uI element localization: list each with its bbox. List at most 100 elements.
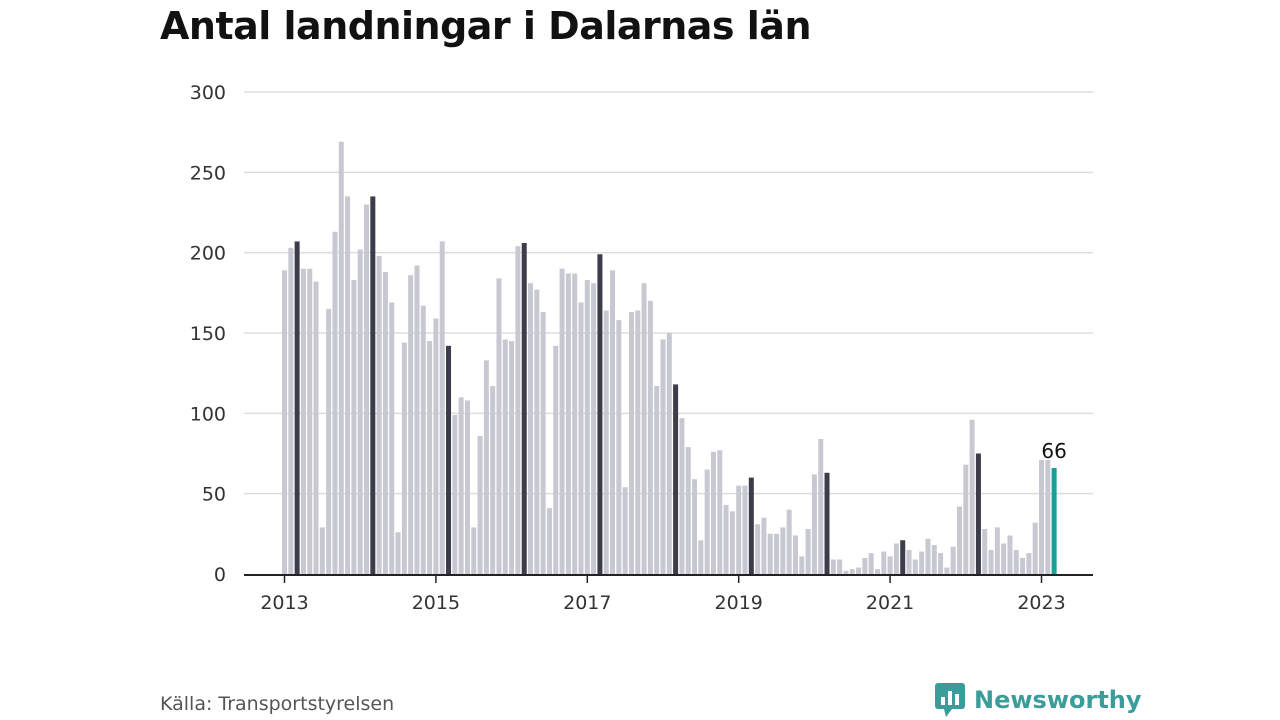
bar: [950, 546, 956, 574]
bar: [641, 283, 647, 574]
bar: [742, 485, 748, 574]
bar: [887, 556, 893, 574]
bar: [856, 567, 862, 574]
bar: [975, 453, 981, 574]
brand-logo[interactable]: Newsworthy: [934, 682, 1142, 718]
x-tick-label: 2015: [412, 592, 460, 614]
bar: [628, 312, 634, 574]
bar: [345, 196, 351, 574]
source-note: Källa: Transportstyrelsen: [160, 693, 395, 715]
y-tick-label: 0: [214, 564, 226, 586]
bar: [433, 318, 439, 574]
bar: [288, 247, 294, 574]
bar: [477, 435, 483, 574]
bar: [464, 400, 470, 574]
bar: [534, 289, 540, 574]
bar: [963, 464, 969, 574]
bar: [666, 333, 672, 574]
bar: [919, 551, 925, 574]
bar: [364, 204, 370, 574]
bar: [900, 540, 906, 574]
brand-name: Newsworthy: [974, 686, 1142, 714]
x-tick-label: 2023: [1017, 592, 1065, 614]
bar: [452, 414, 458, 574]
x-tick-label: 2017: [563, 592, 611, 614]
highlight-value-label: 66: [1041, 439, 1066, 463]
bar: [1001, 543, 1007, 574]
bar: [704, 469, 710, 574]
bar: [584, 279, 590, 574]
y-tick-label: 100: [190, 403, 226, 425]
bar: [458, 397, 464, 574]
bar: [647, 300, 653, 574]
bar: [351, 279, 357, 574]
y-tick-label: 250: [190, 162, 226, 184]
data-labels: 66: [1041, 439, 1066, 463]
bar: [427, 341, 433, 574]
bar: [307, 268, 313, 574]
y-axis-ticks: 0 50 100 150 200 250 300: [190, 82, 226, 586]
bar: [818, 439, 824, 574]
bar: [837, 559, 843, 574]
bar: [956, 506, 962, 574]
bar: [326, 308, 332, 574]
bar: [546, 508, 552, 574]
x-axis-ticks: 2013 2015 2017 2019 2021 2023: [260, 575, 1066, 614]
bar: [300, 268, 306, 574]
bar: [1013, 549, 1019, 574]
bar: [912, 559, 918, 574]
bar: [868, 553, 874, 574]
bar: [401, 342, 407, 574]
bar: [382, 271, 388, 574]
bar: [490, 386, 496, 574]
bar: [1026, 553, 1032, 574]
bar: [717, 450, 723, 574]
bar: [414, 265, 420, 574]
bar: [685, 447, 691, 574]
bar: [874, 569, 880, 574]
bar: [654, 386, 660, 574]
bar: [471, 527, 477, 574]
bar: [622, 487, 628, 574]
bar: [319, 527, 325, 574]
bar: [944, 567, 950, 574]
y-tick-label: 300: [190, 82, 226, 104]
bar: [679, 418, 685, 574]
bar: [811, 474, 817, 574]
bar: [509, 341, 515, 574]
bar: [799, 556, 805, 574]
bar: [994, 527, 1000, 574]
bars: [282, 141, 1057, 575]
bar: [780, 527, 786, 574]
bar: [572, 273, 578, 574]
bar: [515, 246, 521, 575]
bar: [559, 268, 565, 574]
chart-title: Antal landningar i Dalarnas län: [160, 4, 812, 48]
bar: [389, 302, 395, 574]
bar: [830, 559, 836, 574]
bar: [849, 569, 855, 574]
bar: [843, 570, 849, 574]
bar: [698, 540, 704, 574]
bar: [767, 533, 773, 574]
bar: [931, 545, 937, 574]
bar: [540, 312, 546, 574]
bar: [616, 320, 622, 574]
bar: [881, 551, 887, 574]
bar: [723, 504, 729, 574]
bar: [710, 451, 716, 574]
bar: [1045, 459, 1051, 574]
bar: [597, 254, 603, 574]
y-tick-label: 50: [202, 484, 226, 506]
bar: [1039, 459, 1044, 574]
bar: [313, 281, 319, 574]
bar: [420, 305, 426, 574]
bar: [805, 529, 811, 574]
bar: [408, 275, 414, 574]
bar: [755, 524, 761, 574]
bar: [439, 241, 445, 575]
bar: [496, 278, 502, 574]
bar: [673, 384, 679, 574]
bar: [862, 557, 868, 574]
